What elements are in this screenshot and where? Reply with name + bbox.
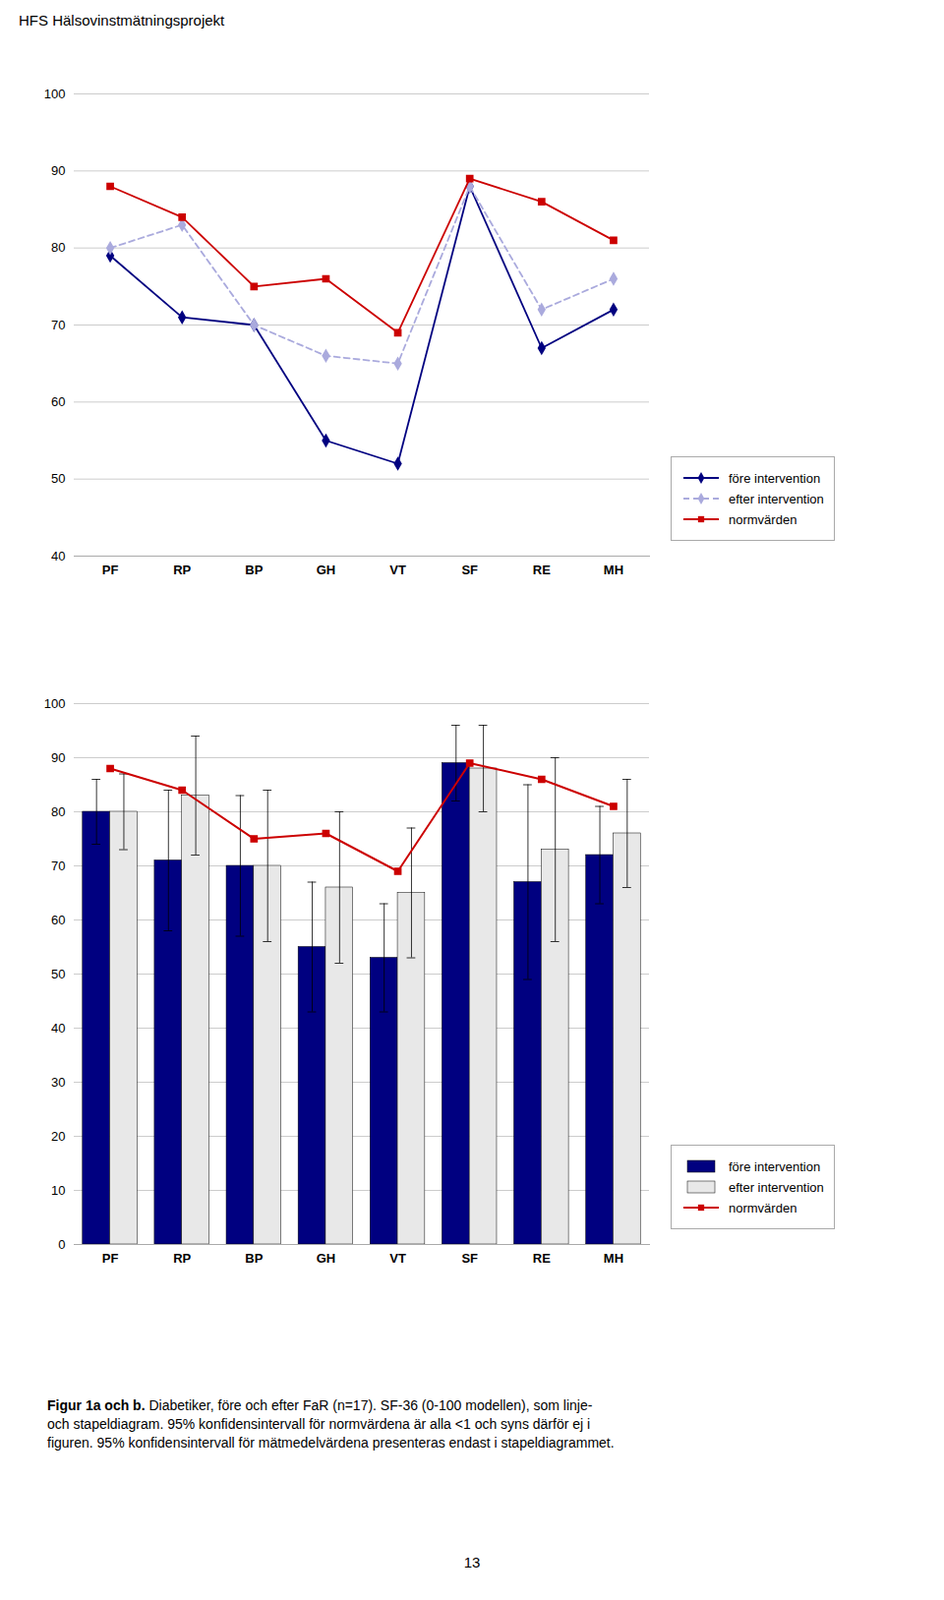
svg-text:GH: GH [316,562,337,578]
svg-text:40: 40 [51,548,65,564]
svg-text:SF: SF [461,562,478,578]
svg-text:VT: VT [389,1250,407,1266]
svg-text:90: 90 [51,750,65,766]
svg-text:0: 0 [58,1237,65,1252]
svg-text:BP: BP [244,562,263,578]
svg-text:SF: SF [461,1250,478,1266]
svg-text:60: 60 [51,912,65,928]
html-text:figuren. 95% konfidensinterval: figuren. 95% konfidensintervall för mätm… [47,1434,615,1451]
html-text:Figur 1a och b. Diabetiker, fö: Figur 1a och b. Diabetiker, före och eft… [47,1397,593,1414]
svg-text:RP: RP [173,1250,191,1266]
html-text:och stapeldiagram. 95% konfide: och stapeldiagram. 95% konfidensinterval… [47,1415,591,1432]
svg-text:RP: RP [173,562,191,578]
svg-text:PF: PF [102,562,119,578]
svg-text:80: 80 [51,804,65,820]
html-text:efter intervention: efter intervention [728,1179,824,1195]
svg-text:50: 50 [51,966,65,982]
html-text:efter intervention: efter intervention [728,491,824,506]
svg-text:100: 100 [44,696,66,711]
svg-text:80: 80 [51,239,65,255]
svg-text:RE: RE [532,562,551,578]
svg-text:GH: GH [316,1250,337,1266]
svg-text:RE: RE [532,1250,551,1266]
svg-text:20: 20 [51,1128,65,1144]
html-text:normvärden: normvärden [728,1200,797,1215]
svg-text:50: 50 [51,471,65,486]
html-text:före intervention: före intervention [728,1158,821,1174]
svg-text:10: 10 [51,1182,65,1198]
html-text:HFS Hälsovinstmätningsprojekt: HFS Hälsovinstmätningsprojekt [18,11,225,29]
svg-text:VT: VT [389,562,407,578]
html-text:normvärden: normvärden [728,511,797,527]
svg-text:100: 100 [44,86,66,102]
svg-text:30: 30 [51,1074,65,1090]
svg-text:MH: MH [603,562,624,578]
svg-text:70: 70 [51,317,65,333]
html-text:före intervention: före intervention [728,470,821,486]
svg-text:60: 60 [51,394,65,410]
svg-text:90: 90 [51,163,65,178]
html-text:13: 13 [463,1553,481,1571]
svg-text:PF: PF [102,1250,119,1266]
svg-text:BP: BP [244,1250,263,1266]
svg-text:MH: MH [603,1250,624,1266]
svg-text:70: 70 [51,858,65,874]
svg-text:40: 40 [51,1020,65,1036]
